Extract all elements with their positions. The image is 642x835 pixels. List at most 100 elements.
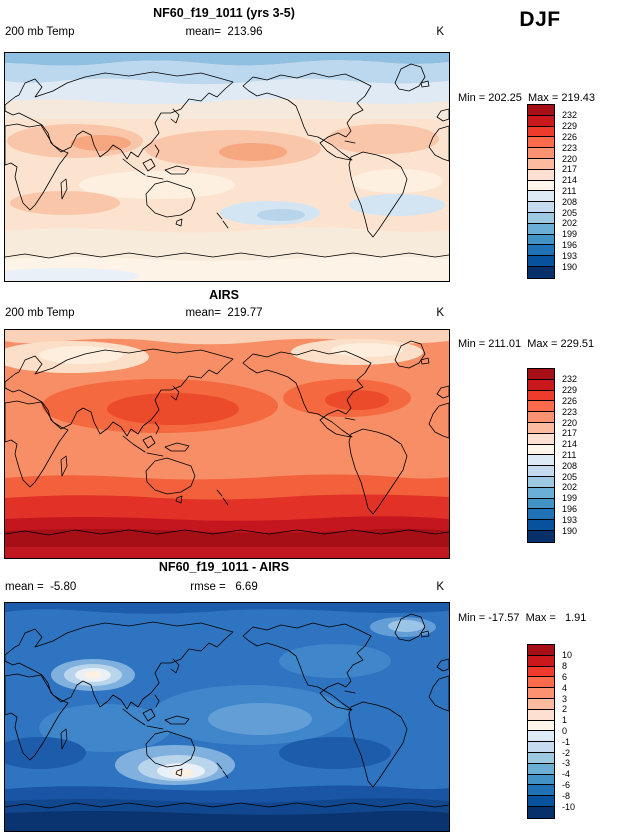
colorbar-cell (528, 234, 554, 246)
colorbar-tick-label: 190 (562, 525, 578, 536)
colorbar-tick-label: -6 (562, 779, 571, 790)
minmax-label-diff: Min = -17.57 Max = 1.91 (458, 612, 587, 624)
colorbar-cell (528, 379, 554, 391)
colorbar-cell (528, 774, 554, 786)
colorbar-cell (528, 688, 554, 699)
temperature-field-obs (5, 330, 449, 558)
colorbar-tick-label: -3 (562, 758, 571, 769)
colorbar-tick-label: 196 (562, 239, 578, 250)
colorbar-tick-label: 208 (562, 196, 578, 207)
colorbar-tick-label: 223 (562, 142, 578, 153)
colorbar-tick-label: 0 (562, 725, 568, 736)
variable-label-model: 200 mb Temp (5, 26, 75, 38)
colorbar-tick-label: 208 (562, 460, 578, 471)
panel-title-diff: NF60_f19_1011 - AIRS (158, 560, 290, 574)
season-label: DJF (519, 8, 561, 31)
mean-label-obs: mean= 219.77 (185, 307, 263, 319)
units-label-diff: K (436, 581, 444, 593)
colorbar-tick-label: 229 (562, 121, 578, 132)
colorbar-cell (528, 401, 554, 413)
colorbar-cell (528, 137, 554, 149)
colorbar-cell (528, 191, 554, 203)
colorbar-cell (528, 266, 554, 278)
map-model-svg (5, 53, 449, 281)
colorbar-diff: 10 8 6 4 3 2 1 0 -1 -2 -3 -4 -6 -8 -10 (527, 644, 607, 826)
colorbar-cell (528, 148, 554, 159)
colorbar-model: 232 229 226 223 220 217 214 211 208 205 202 199 196 1… (527, 104, 607, 286)
colorbar-tick-label: 226 (562, 395, 578, 406)
mean-label-model: mean= 213.96 (185, 26, 263, 38)
rmse-label-diff: rmse = 6.69 (190, 581, 258, 593)
colorbar-tick-label: -10 (562, 801, 576, 812)
colorbar-tick-label: 205 (562, 207, 578, 218)
minmax-label-model: Min = 202.25 Max = 219.43 (458, 92, 595, 104)
colorbar-tick-label: -4 (562, 769, 571, 780)
colorbar-cell (528, 422, 554, 434)
colorbar-cell (528, 202, 554, 213)
colorbar-cell (528, 180, 554, 192)
variable-label-obs: 200 mb Temp (5, 307, 75, 319)
colorbar-cell (528, 412, 554, 423)
colorbar-cell (528, 212, 554, 224)
colorbar-cell (528, 806, 554, 818)
colorbar-cell (528, 509, 554, 521)
stats-row-diff: mean = -5.80 rmse = 6.69 K (0, 581, 448, 597)
colorbar-tick-label: 220 (562, 153, 578, 164)
colorbar-cell (528, 655, 554, 667)
colorbar-tick-label: 214 (562, 175, 578, 186)
colorbar-bar (527, 104, 555, 279)
colorbar-tick-label: -8 (562, 790, 571, 801)
colorbar-bar (527, 368, 555, 543)
colorbar-cell (528, 752, 554, 764)
colorbar-tick-label: 8 (562, 661, 568, 672)
colorbar-obs: 232 229 226 223 220 217 214 211 208 205 202 199 196 1… (527, 368, 607, 550)
map-diff-svg (5, 603, 449, 831)
colorbar-tick-label: 202 (562, 482, 578, 493)
colorbar-tick-label: 1 (562, 715, 568, 726)
colorbar-cell (528, 785, 554, 797)
colorbar-tick-label: 193 (562, 250, 578, 261)
colorbar-tick-label: 202 (562, 218, 578, 229)
colorbar-tick-label: 4 (562, 682, 568, 693)
panel-title-model: NF60_f19_1011 (yrs 3-5) (153, 6, 295, 20)
colorbar-cell (528, 476, 554, 488)
colorbar-tick-label: 199 (562, 493, 578, 504)
colorbar-cell (528, 487, 554, 499)
map-diff (4, 602, 450, 832)
minmax-label-obs: Min = 211.01 Max = 229.51 (458, 338, 595, 350)
colorbar-cell (528, 520, 554, 531)
units-label-obs: K (436, 307, 444, 319)
colorbar-cell (528, 390, 554, 402)
colorbar-tick-label: 3 (562, 693, 568, 704)
map-model (4, 52, 450, 282)
colorbar-cell (528, 796, 554, 807)
colorbar-tick-label: 10 (562, 650, 573, 661)
colorbar-cell (528, 256, 554, 267)
colorbar-cell (528, 158, 554, 170)
colorbar-bar (527, 644, 555, 819)
map-obs-svg (5, 330, 449, 558)
colorbar-tick-label: 196 (562, 503, 578, 514)
colorbar-cell (528, 720, 554, 732)
colorbar-tick-label: -2 (562, 747, 571, 758)
colorbar-tick-label: 199 (562, 229, 578, 240)
colorbar-cell (528, 223, 554, 235)
colorbar-cell (528, 677, 554, 689)
colorbar-cell (528, 444, 554, 456)
colorbar-cell (528, 731, 554, 743)
colorbar-cell (528, 433, 554, 445)
colorbar-tick-label: 220 (562, 417, 578, 428)
panel-title-obs: AIRS (209, 288, 239, 302)
colorbar-tick-label: 6 (562, 671, 568, 682)
colorbar-tick-label: 232 (562, 110, 578, 121)
colorbar-tick-label: 193 (562, 514, 578, 525)
colorbar-cell (528, 763, 554, 775)
colorbar-tick-label: 226 (562, 131, 578, 142)
colorbar-tick-label: 214 (562, 439, 578, 450)
colorbar-cell (528, 245, 554, 257)
colorbar-tick-label: 229 (562, 385, 578, 396)
colorbar-cell (528, 126, 554, 138)
colorbar-cell (528, 169, 554, 181)
colorbar-tick-label: 223 (562, 406, 578, 417)
